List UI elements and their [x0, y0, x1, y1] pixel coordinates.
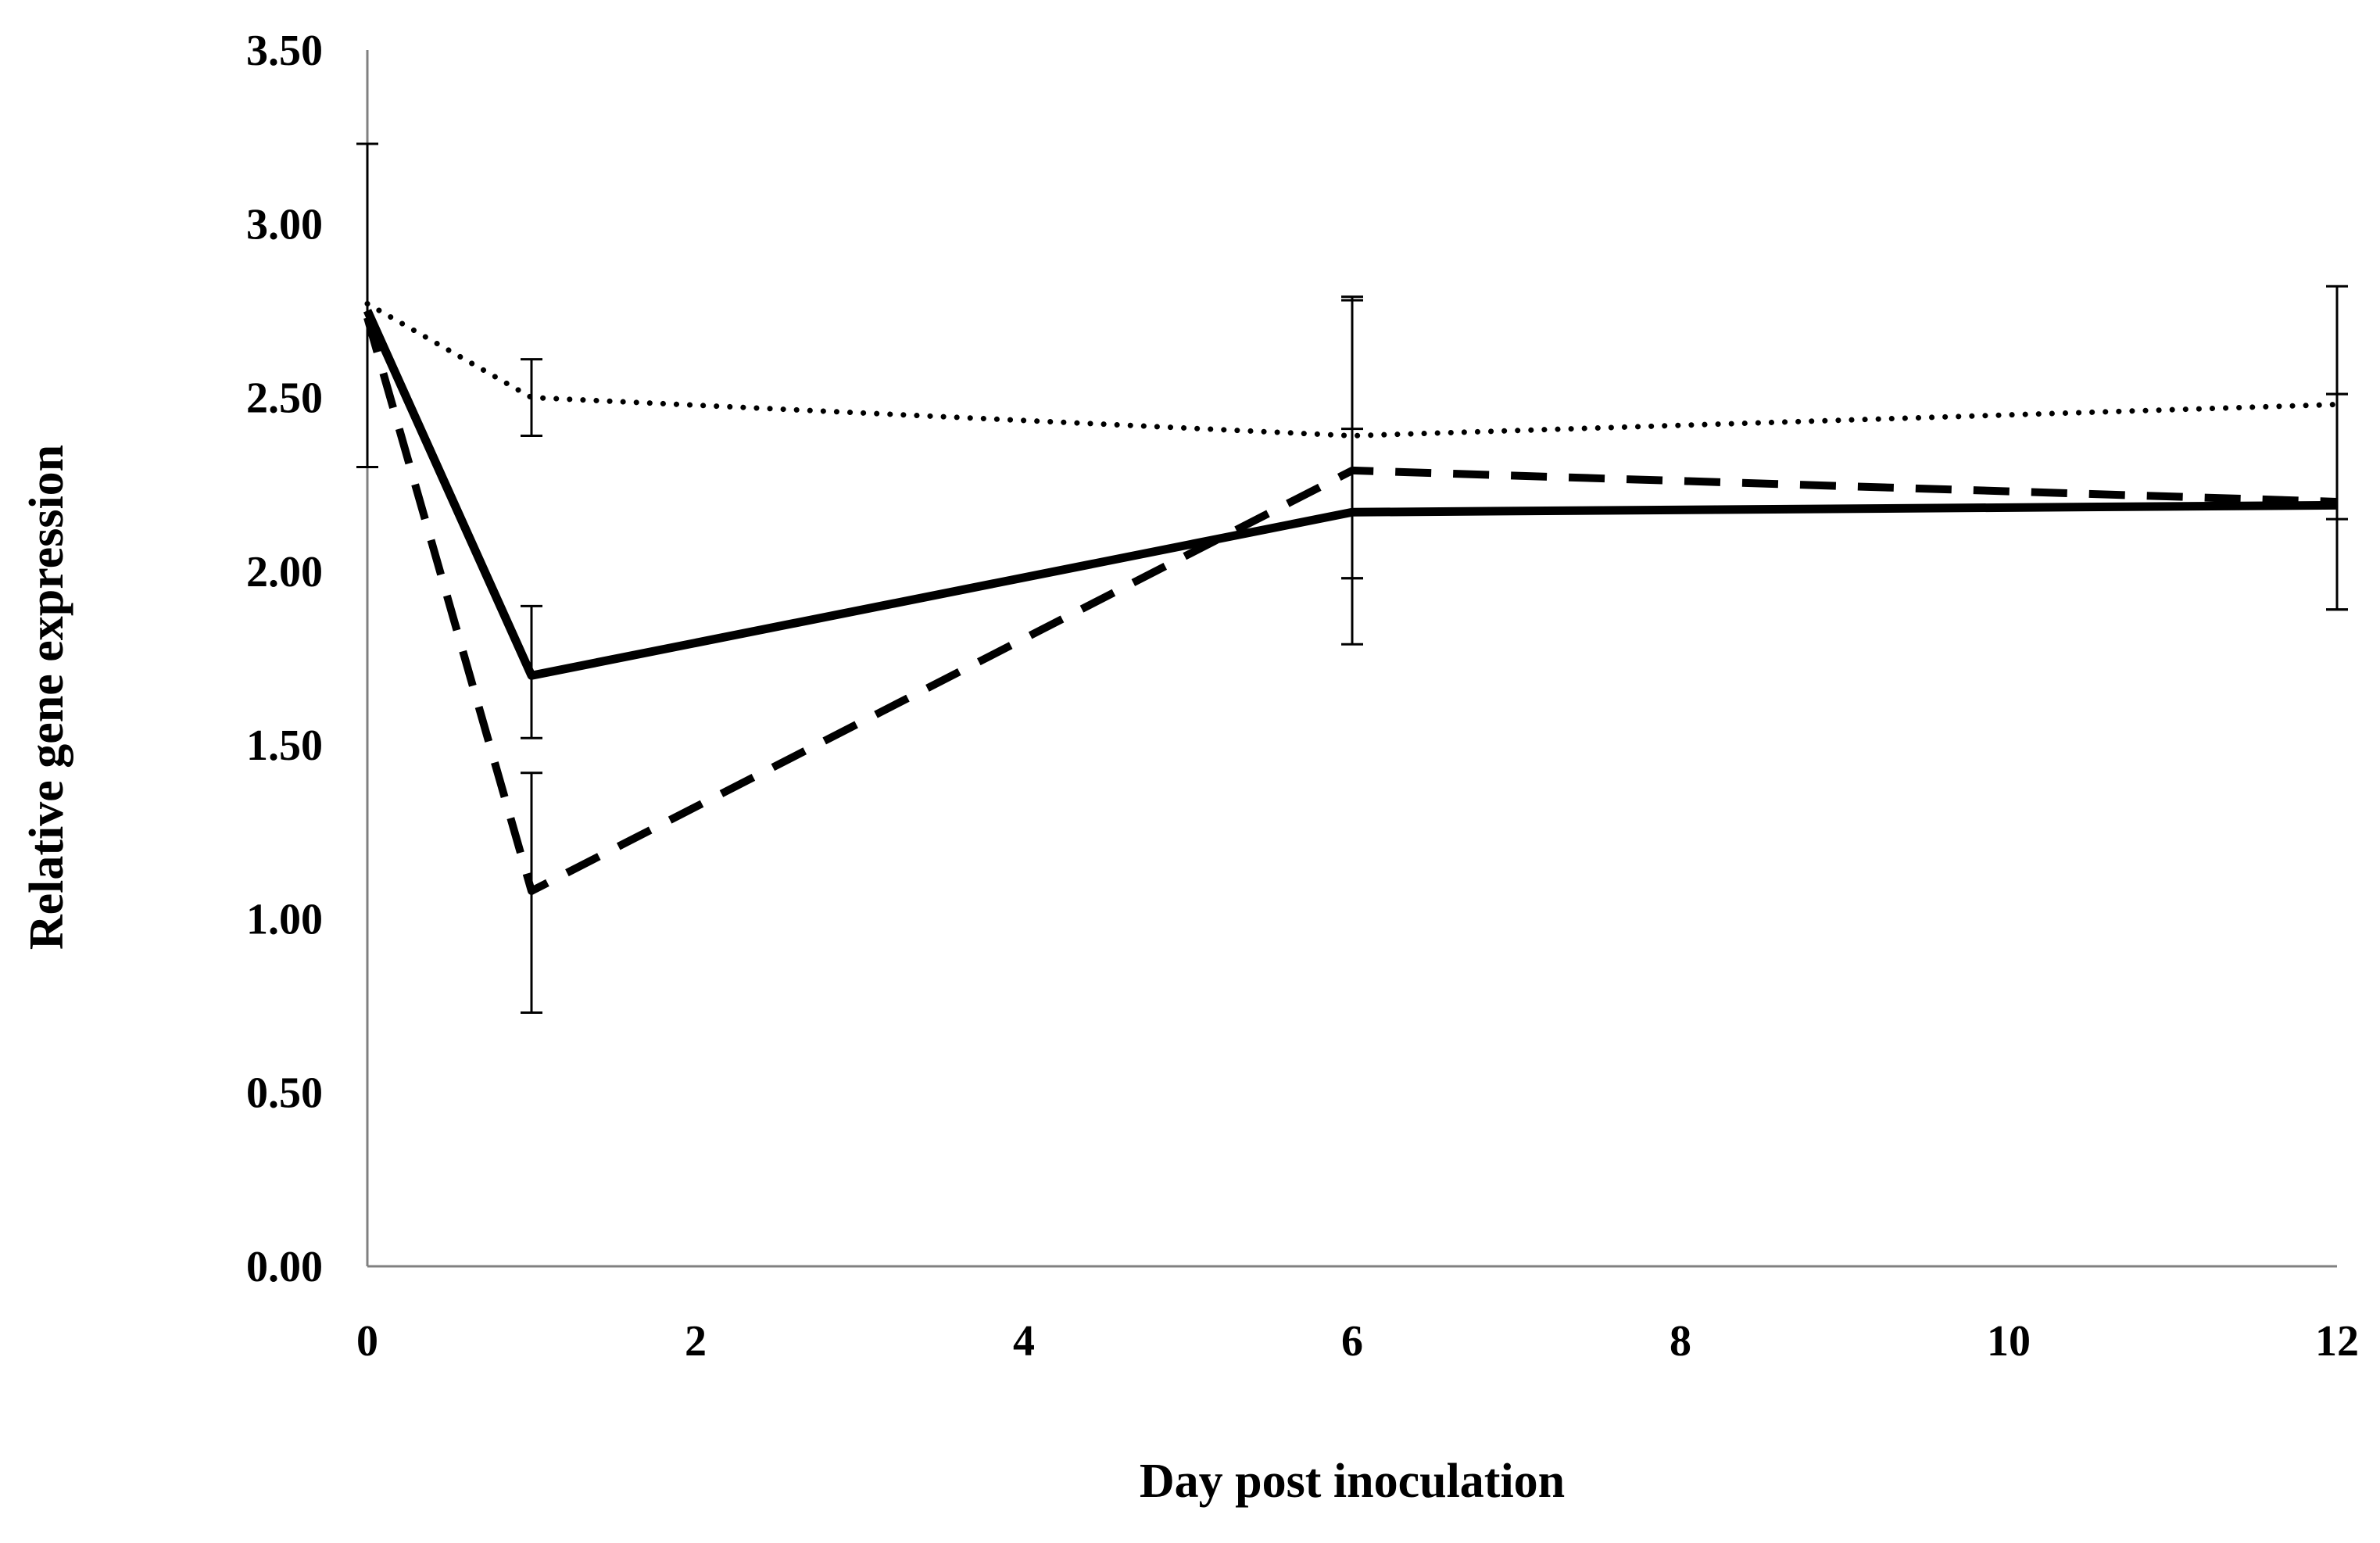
- y-tick-label: 0.50: [246, 1069, 323, 1118]
- y-tick-label: 3.50: [246, 27, 323, 75]
- y-tick-label: 0.00: [246, 1243, 323, 1291]
- series-lines: [363, 301, 2340, 895]
- x-tick-label: 2: [685, 1317, 707, 1366]
- y-tick-labels: 0.00 0.50 1.00 1.50 2.00 2.50 3.00 3.50: [246, 27, 323, 1291]
- x-tick-label: 8: [1670, 1317, 1691, 1366]
- x-tick-labels: 0 2 4 6 8 10 12: [356, 1317, 2359, 1366]
- x-axis-title: Day post inoculation: [1140, 1455, 1565, 1508]
- y-tick-label: 1.00: [246, 895, 323, 943]
- series-line-dashed: [363, 316, 2338, 895]
- axes: [366, 50, 2337, 1268]
- x-tick-label: 10: [1987, 1317, 2031, 1366]
- x-tick-label: 0: [356, 1317, 378, 1366]
- x-tick-label: 4: [1013, 1317, 1035, 1366]
- y-tick-label: 1.50: [246, 721, 323, 770]
- series-line-solid: [363, 309, 2338, 680]
- x-tick-label: 12: [2315, 1317, 2359, 1366]
- y-tick-label: 2.00: [246, 548, 323, 596]
- y-tick-label: 3.00: [246, 200, 323, 249]
- series-line-dotted: [364, 301, 2340, 439]
- y-axis-title: Relative gene expression: [20, 445, 73, 950]
- error-bars: [356, 142, 2348, 1014]
- y-tick-label: 2.50: [246, 374, 323, 423]
- x-tick-label: 6: [1341, 1317, 1363, 1366]
